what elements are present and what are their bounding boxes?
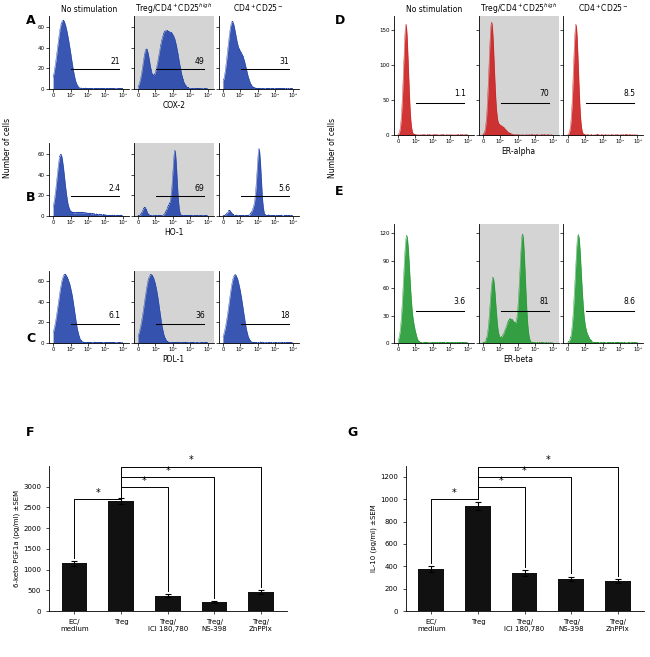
Text: Number of cells: Number of cells bbox=[328, 118, 337, 178]
X-axis label: ER-alpha: ER-alpha bbox=[502, 147, 536, 156]
X-axis label: HO-1: HO-1 bbox=[164, 228, 183, 237]
Title: Treg/CD4$^+$CD25$^{high}$: Treg/CD4$^+$CD25$^{high}$ bbox=[480, 2, 557, 16]
Bar bbox=[108, 501, 134, 611]
Title: No stimulation: No stimulation bbox=[60, 5, 117, 14]
Text: 1.1: 1.1 bbox=[454, 89, 465, 98]
Text: 81: 81 bbox=[540, 297, 549, 306]
Text: 36: 36 bbox=[195, 311, 205, 320]
X-axis label: PDL-1: PDL-1 bbox=[162, 355, 185, 364]
X-axis label: ER-beta: ER-beta bbox=[504, 355, 534, 364]
Text: *: * bbox=[165, 466, 170, 476]
Text: *: * bbox=[142, 476, 147, 486]
Text: 18: 18 bbox=[280, 311, 289, 320]
Bar bbox=[512, 573, 538, 611]
Text: 8.5: 8.5 bbox=[623, 89, 636, 98]
X-axis label: COX-2: COX-2 bbox=[162, 101, 185, 110]
Bar bbox=[558, 579, 584, 611]
Bar bbox=[419, 569, 444, 611]
Y-axis label: IL-10 (pg/ml) ±SEM: IL-10 (pg/ml) ±SEM bbox=[370, 505, 377, 572]
Text: *: * bbox=[188, 455, 194, 465]
Text: Number of cells: Number of cells bbox=[3, 118, 12, 178]
Bar bbox=[248, 593, 274, 611]
Text: B: B bbox=[26, 191, 36, 204]
Text: 5.6: 5.6 bbox=[279, 184, 291, 193]
Text: *: * bbox=[545, 455, 551, 465]
Title: CD4$^+$CD25$^-$: CD4$^+$CD25$^-$ bbox=[233, 3, 284, 14]
Bar bbox=[62, 563, 87, 611]
Text: 49: 49 bbox=[195, 57, 205, 66]
Title: Treg/CD4$^+$CD25$^{high}$: Treg/CD4$^+$CD25$^{high}$ bbox=[135, 2, 213, 16]
Text: E: E bbox=[335, 185, 343, 198]
Text: G: G bbox=[348, 426, 358, 439]
Text: 21: 21 bbox=[110, 57, 120, 66]
Text: F: F bbox=[26, 426, 34, 439]
Text: *: * bbox=[522, 466, 527, 476]
Bar bbox=[605, 581, 630, 611]
Bar bbox=[202, 602, 228, 611]
Text: 31: 31 bbox=[280, 57, 289, 66]
Text: 3.6: 3.6 bbox=[454, 297, 466, 306]
Text: *: * bbox=[452, 488, 457, 498]
Text: C: C bbox=[26, 332, 35, 345]
Text: D: D bbox=[335, 14, 345, 28]
Text: A: A bbox=[26, 14, 36, 28]
Text: *: * bbox=[499, 476, 504, 486]
Bar bbox=[155, 596, 181, 611]
Title: CD4$^+$CD25$^-$: CD4$^+$CD25$^-$ bbox=[578, 3, 629, 14]
Text: 69: 69 bbox=[195, 184, 205, 193]
Text: 2.4: 2.4 bbox=[109, 184, 121, 193]
Text: 70: 70 bbox=[540, 89, 549, 98]
Text: *: * bbox=[96, 488, 100, 498]
Y-axis label: 6-keto PGF1a (pg/ml) ±SEM: 6-keto PGF1a (pg/ml) ±SEM bbox=[14, 490, 20, 587]
Text: 8.6: 8.6 bbox=[623, 297, 636, 306]
Title: No stimulation: No stimulation bbox=[406, 5, 462, 14]
Bar bbox=[465, 506, 491, 611]
Text: 6.1: 6.1 bbox=[109, 311, 121, 320]
